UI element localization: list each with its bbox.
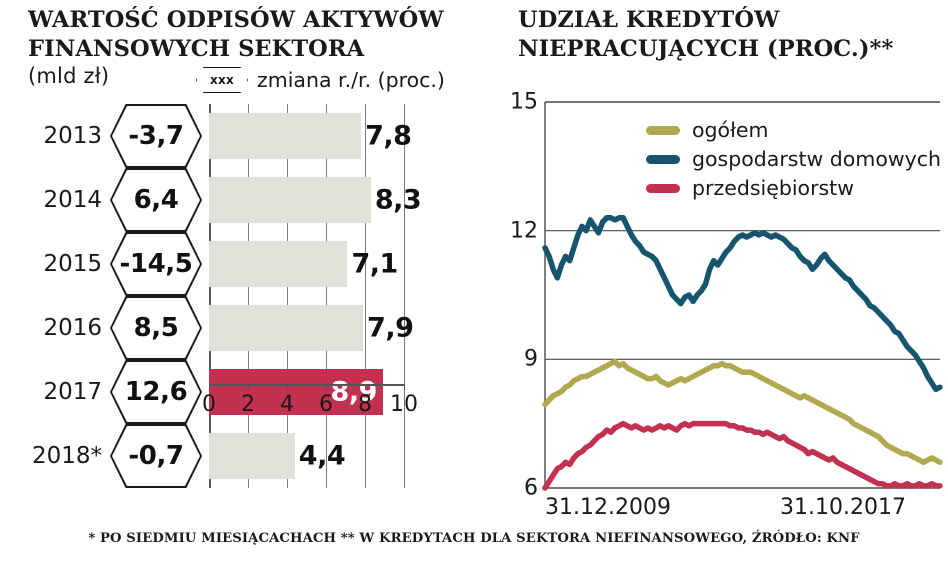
y-tick-label-15: 15 (510, 89, 538, 115)
x-tick-10 (404, 384, 405, 390)
change-legend: xxx zmiana r./r. (proc.) (196, 67, 445, 93)
value-bar (209, 113, 362, 159)
legend-label: przedsiębiorstw (692, 176, 854, 200)
line-series-gospodarstw-domowych (542, 215, 943, 393)
change-value-label: -0,7 (128, 441, 184, 471)
bar-chart-row: 2014 6,4 8,3 (0, 168, 500, 232)
x-tick-4 (287, 384, 288, 390)
bar-chart-row: 2015 -14,5 7,1 (0, 232, 500, 296)
x-tick-8 (365, 384, 366, 390)
bar-value-label: 4,4 (298, 440, 346, 472)
row-year-label: 2018* (31, 443, 102, 469)
hexagon-placeholder-text: xxx (209, 73, 235, 87)
value-bar (209, 369, 383, 415)
change-hexagon-badge: 8,5 (110, 296, 202, 360)
row-year-label: 2016 (43, 315, 102, 341)
legend-label: ogółem (692, 118, 769, 142)
bar-value-label: 7,9 (367, 312, 414, 344)
bar-chart-row: 2013 -3,7 7,8 (0, 104, 500, 168)
y-tick-label-6: 6 (524, 475, 538, 501)
change-hexagon-badge: 12,6 (110, 360, 202, 424)
bar-gridline-0 (209, 104, 211, 488)
bar-plot-grid (209, 104, 405, 488)
line-series-przedsiębiorstw (542, 420, 943, 491)
x-axis-end-date: 31.10.2017 (780, 495, 906, 520)
change-value-label: 6,4 (133, 185, 179, 215)
bar-chart-area: 2013 -3,7 7,8 2014 6,4 8,3 2015 -14,5 7,1 2016 8,5… (0, 104, 500, 504)
row-year-label: 2014 (43, 187, 102, 213)
line-chart-y-axis-labels: 6 9 12 15 (502, 0, 538, 510)
line-chart-area (500, 0, 948, 510)
row-year-label: 2013 (43, 123, 102, 149)
change-hexagon-badge: -3,7 (110, 104, 202, 168)
hexagon-fill-shape (112, 426, 200, 486)
legend-swatch-icon (646, 125, 680, 135)
hexagon-fill-shape (112, 234, 200, 294)
bar-chart-row: 2017 12,6 8,9 (0, 360, 500, 424)
bar-gridline-8 (365, 104, 366, 488)
change-value-label: 12,6 (124, 377, 188, 407)
bar-chart-row: 2018* -0,7 4,4 (0, 424, 500, 488)
hexagon-inner-shape (197, 68, 247, 92)
left-chart-unit-label: (mld zł) (28, 64, 110, 88)
y-tick-label-12: 12 (510, 218, 538, 244)
bar-value-label: 7,1 (351, 248, 398, 280)
legend-item-przedsiębiorstw[interactable]: przedsiębiorstw (646, 176, 854, 200)
legend-item-ogółem[interactable]: ogółem (646, 118, 769, 142)
x-tick-label-0: 0 (202, 392, 216, 417)
x-tick-label-4: 4 (280, 392, 294, 417)
legend-item-gospodarstw-domowych[interactable]: gospodarstw domowych (646, 147, 941, 171)
row-year-label: 2017 (43, 379, 102, 405)
bar-gridline-2 (248, 104, 249, 488)
bar-gridline-4 (287, 104, 288, 488)
x-tick-label-8: 8 (358, 392, 372, 417)
bar-value-label: 7,8 (365, 120, 412, 152)
x-axis-start-date: 31.12.2009 (545, 495, 671, 520)
bar-value-label: 8,3 (374, 184, 422, 216)
right-chart-title: Udział kredytów niepracujących (proc.)** (518, 7, 894, 62)
hexagon-fill-shape (112, 298, 200, 358)
hexagon-fill-shape (112, 106, 200, 166)
value-bar (209, 177, 371, 223)
x-tick-label-10: 10 (390, 392, 418, 417)
left-chart-title: Wartość odpisów aktywów finansowych sekt… (28, 7, 444, 62)
legend-label: gospodarstw domowych (692, 147, 942, 171)
change-value-label: 8,5 (133, 313, 179, 343)
value-bar (209, 305, 364, 351)
line-chart-svg (542, 101, 943, 491)
change-legend-label: zmiana r./r. (proc.) (257, 68, 445, 92)
x-axis-line (209, 384, 405, 386)
x-tick-6 (326, 384, 327, 390)
footnote: * Po siedmiu miesiącachach ** W kredytac… (88, 531, 860, 546)
hexagon-fill-shape (112, 362, 200, 422)
hexagon-fill-shape (112, 170, 200, 230)
left-chart-panel: Wartość odpisów aktywów finansowych sekt… (0, 7, 500, 504)
change-hexagon-badge: -14,5 (110, 232, 202, 296)
value-bar (209, 241, 348, 287)
legend-swatch-icon (646, 154, 680, 164)
x-tick-0 (209, 384, 210, 390)
x-tick-label-2: 2 (241, 392, 255, 417)
bar-chart-row: 2016 8,5 7,9 (0, 296, 500, 360)
row-year-label: 2015 (43, 251, 102, 277)
change-value-label: -14,5 (119, 249, 193, 279)
change-hexagon-badge: -0,7 (110, 424, 202, 488)
bar-gridline-6 (326, 104, 327, 488)
x-tick-2 (248, 384, 249, 390)
legend-swatch-icon (646, 183, 680, 193)
x-tick-label-6: 6 (319, 392, 333, 417)
value-bar (209, 433, 295, 479)
change-hexagon-badge: 6,4 (110, 168, 202, 232)
left-chart-subtitle-row: (mld zł) xxx zmiana r./r. (proc.) (28, 64, 490, 98)
right-chart-panel: Udział kredytów niepracujących (proc.)**… (500, 0, 948, 561)
bar-gridline-10 (404, 104, 405, 488)
bar-chart-x-axis: 0 2 4 6 8 10 (202, 384, 418, 424)
hexagon-badge-icon: xxx (196, 67, 248, 93)
change-value-label: -3,7 (128, 121, 184, 151)
bar-value-label: 8,9 (330, 376, 378, 408)
y-tick-label-9: 9 (524, 346, 538, 372)
line-series-ogółem (542, 358, 943, 466)
